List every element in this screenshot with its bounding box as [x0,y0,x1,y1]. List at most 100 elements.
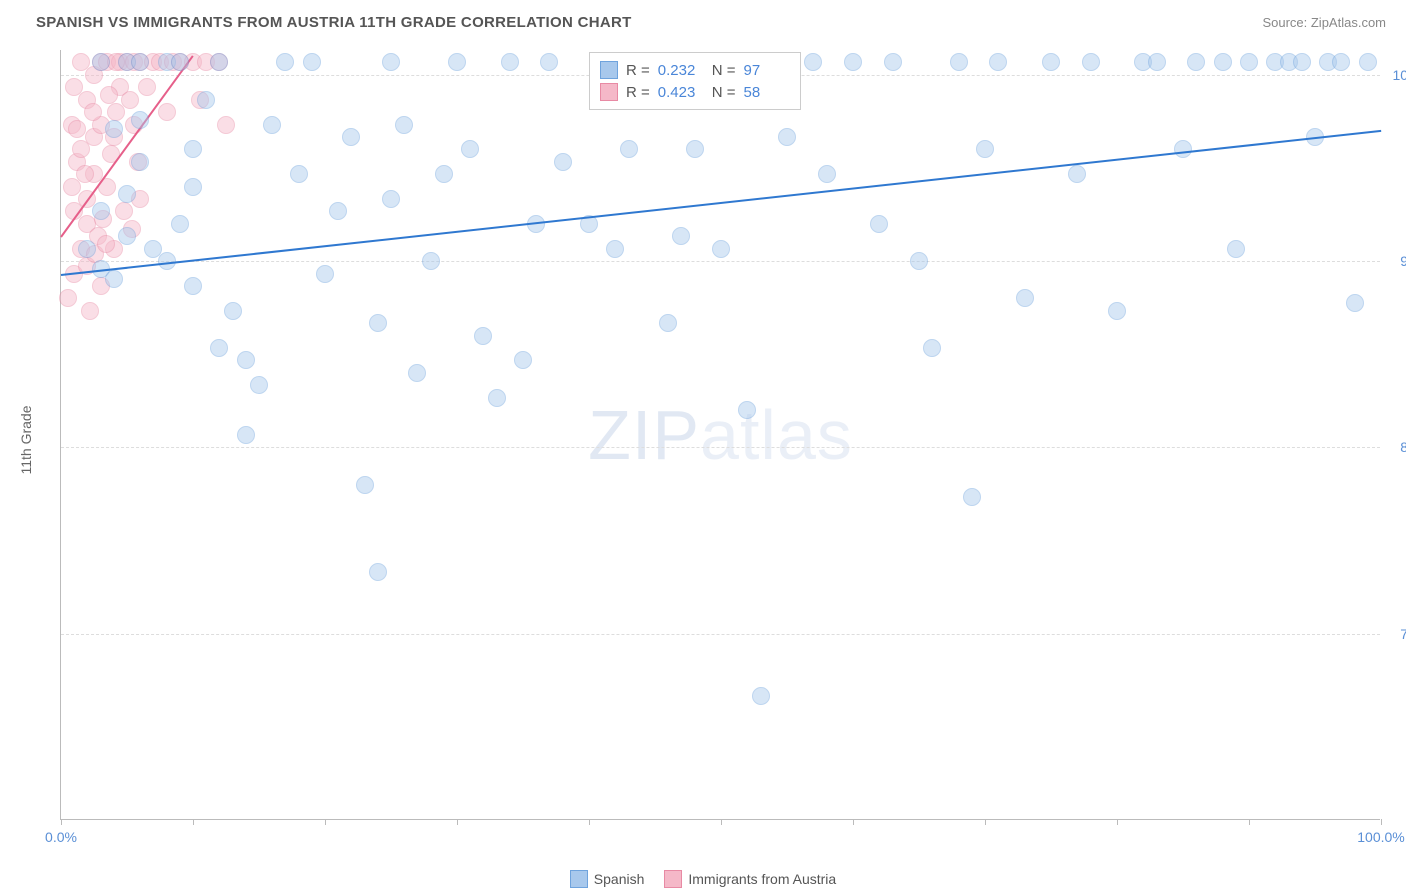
data-point [184,140,202,158]
data-point [1346,294,1364,312]
stats-row: R =0.232N =97 [600,59,790,81]
data-point [1187,53,1205,71]
data-point [105,270,123,288]
data-point [97,235,115,253]
data-point [100,86,118,104]
data-point [171,53,189,71]
data-point [606,240,624,258]
y-tick-label: 77.5% [1400,626,1406,642]
data-point [422,252,440,270]
swatch-icon [664,870,682,888]
data-point [778,128,796,146]
x-tick [193,819,194,825]
data-point [1042,53,1060,71]
data-point [131,153,149,171]
x-tick [1249,819,1250,825]
legend-label: Immigrants from Austria [688,871,836,887]
data-point [342,128,360,146]
data-point [217,116,235,134]
data-point [884,53,902,71]
data-point [276,53,294,71]
data-point [382,53,400,71]
plot-area: ZIPatlas 77.5%85.0%92.5%100.0%0.0%100.0%… [60,50,1380,820]
x-tick [325,819,326,825]
swatch-icon [600,61,618,79]
data-point [1227,240,1245,258]
data-point [1359,53,1377,71]
x-tick-label: 100.0% [1357,829,1404,845]
data-point [78,240,96,258]
data-point [92,53,110,71]
data-point [224,302,242,320]
stat-n-value: 58 [744,84,790,101]
watermark: ZIPatlas [588,395,853,475]
x-tick [853,819,854,825]
stat-r-label: R = [626,84,650,101]
data-point [92,202,110,220]
data-point [197,91,215,109]
data-point [1108,302,1126,320]
data-point [118,227,136,245]
data-point [184,178,202,196]
data-point [910,252,928,270]
swatch-icon [570,870,588,888]
y-tick-label: 100.0% [1393,67,1406,83]
x-tick [721,819,722,825]
gridline [61,447,1380,448]
x-tick-label: 0.0% [45,829,77,845]
x-tick [61,819,62,825]
stat-r-value: 0.232 [658,62,704,79]
data-point [118,185,136,203]
data-point [1174,140,1192,158]
legend-item-austria: Immigrants from Austria [664,870,836,888]
data-point [738,401,756,419]
data-point [59,289,77,307]
data-point [659,314,677,332]
swatch-icon [600,83,618,101]
data-point [620,140,638,158]
data-point [290,165,308,183]
data-point [461,140,479,158]
data-point [1214,53,1232,71]
data-point [250,376,268,394]
x-tick [589,819,590,825]
source-label: Source: ZipAtlas.com [1262,15,1386,30]
data-point [514,351,532,369]
data-point [435,165,453,183]
x-tick [1117,819,1118,825]
data-point [818,165,836,183]
data-point [488,389,506,407]
data-point [844,53,862,71]
data-point [976,140,994,158]
data-point [329,202,347,220]
bottom-legend: Spanish Immigrants from Austria [0,870,1406,888]
stat-n-label: N = [712,84,736,101]
data-point [84,103,102,121]
gridline [61,261,1380,262]
data-point [963,488,981,506]
legend-item-spanish: Spanish [570,870,645,888]
stats-row: R = 0.423 N = 58 [600,81,790,103]
data-point [1293,53,1311,71]
chart-title: SPANISH VS IMMIGRANTS FROM AUSTRIA 11TH … [36,14,632,31]
data-point [501,53,519,71]
data-point [712,240,730,258]
stat-n-value: 97 [744,62,790,79]
data-point [184,277,202,295]
data-point [171,215,189,233]
data-point [554,153,572,171]
data-point [474,327,492,345]
data-point [369,314,387,332]
data-point [76,165,94,183]
data-point [950,53,968,71]
data-point [382,190,400,208]
data-point [1332,53,1350,71]
data-point [1068,165,1086,183]
data-point [210,53,228,71]
stat-r-value: 0.423 [658,84,704,101]
x-tick [1381,819,1382,825]
data-point [686,140,704,158]
data-point [804,53,822,71]
data-point [210,339,228,357]
data-point [395,116,413,134]
